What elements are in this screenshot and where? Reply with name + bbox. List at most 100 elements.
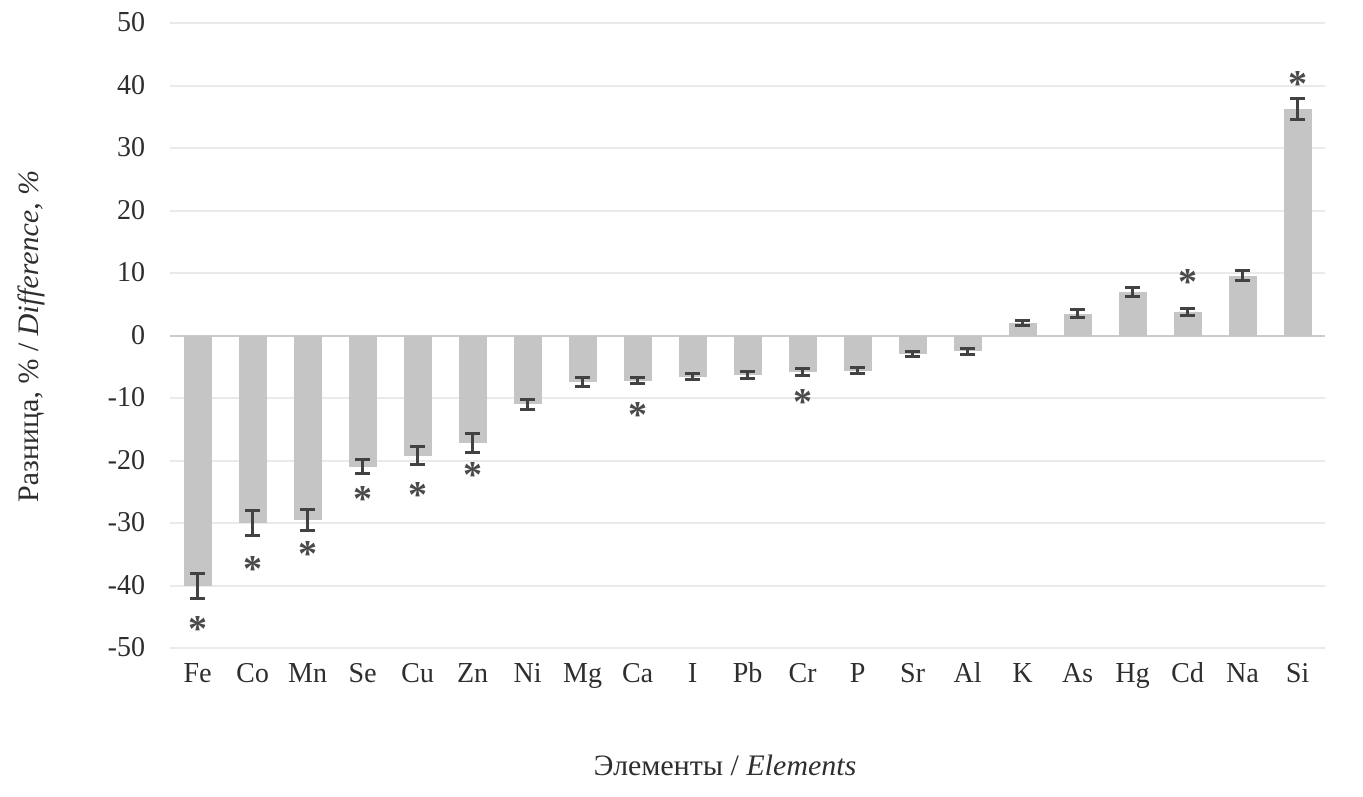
x-tick-label-Co: Co: [236, 658, 269, 689]
bar-Sr: [898, 335, 927, 354]
x-tick-label-Zn: Zn: [456, 658, 489, 689]
bar-Fe: [183, 335, 212, 586]
gridline--50: [170, 647, 1325, 649]
y-tick-label-40: 40: [117, 69, 145, 101]
x-tick-label-Fe: Fe: [183, 658, 212, 689]
error-bar-cap-top-Cr: [795, 366, 810, 370]
error-bar-cap-bottom-Cd: [1180, 314, 1195, 317]
error-bar-Zn: [471, 433, 474, 453]
bar-Se: [348, 335, 377, 467]
error-bar-cap-bottom-Hg: [1125, 294, 1140, 298]
error-bar-cap-top-Se: [355, 458, 370, 462]
x-axis-title-ru: Элементы: [593, 749, 723, 782]
error-bar-cap-bottom-Ni: [520, 407, 535, 411]
error-bar-K: [1021, 320, 1024, 326]
significance-asterisk-Cu: *: [408, 474, 427, 517]
error-bar-Ca: [636, 377, 639, 384]
error-bar-Hg: [1131, 287, 1134, 297]
x-axis-title: Элементы / Elements: [150, 746, 1300, 786]
error-bar-cap-bottom-Se: [355, 472, 370, 476]
error-bar-As: [1076, 309, 1079, 318]
error-bar-cap-top-Sr: [905, 349, 920, 353]
significance-asterisk-Cr: *: [793, 380, 812, 423]
y-tick-label--30: -30: [107, 507, 145, 538]
bar-Cr: [788, 335, 817, 372]
bar-Co: [238, 335, 267, 523]
error-bar-Sr: [911, 351, 914, 357]
error-bar-Cu: [416, 446, 419, 465]
significance-asterisk-Co: *: [243, 548, 262, 590]
x-tick-label-Sr: Sr: [900, 658, 925, 689]
bar-Mn: [293, 335, 322, 520]
gridline--30: [170, 522, 1325, 524]
significance-asterisk-Zn: *: [463, 453, 482, 496]
error-bar-Si: [1296, 98, 1299, 120]
y-tick-label--40: -40: [107, 569, 145, 601]
y-tick-label-0: 0: [131, 319, 145, 351]
bar-P: [843, 335, 872, 371]
x-tick-label-I: I: [687, 658, 698, 689]
error-bar-Ni: [526, 399, 529, 410]
error-bar-Cd: [1186, 308, 1189, 316]
error-bar-cap-bottom-Na: [1235, 279, 1250, 282]
x-tick-label-Mg: Mg: [563, 658, 602, 689]
error-bar-cap-top-I: [685, 372, 700, 376]
x-tick-label-P: P: [849, 658, 866, 689]
x-tick-label-Al: Al: [953, 658, 982, 689]
error-bar-cap-bottom-Mg: [575, 384, 590, 388]
error-bar-Na: [1241, 270, 1244, 281]
significance-asterisk-Mn: *: [298, 533, 317, 575]
x-tick-label-Mn: Mn: [288, 658, 327, 689]
x-tick-label-Cu: Cu: [401, 658, 434, 689]
y-tick-label--20: -20: [107, 444, 145, 476]
error-bar-cap-top-Cd: [1180, 306, 1195, 310]
plot-area: * * * * * * * * * *: [170, 22, 1325, 649]
y-tick-label-10: 10: [117, 257, 145, 288]
error-bar-Mg: [581, 377, 584, 387]
error-bar-Mn: [306, 509, 309, 531]
x-tick-label-Cr: Cr: [788, 658, 817, 689]
error-bar-cap-top-Fe: [190, 571, 205, 575]
error-bar-cap-top-Cu: [410, 445, 425, 449]
gridline--40: [170, 584, 1325, 587]
bar-Pb: [733, 335, 762, 375]
error-bar-cap-top-Zn: [465, 432, 480, 436]
error-bar-cap-bottom-Al: [960, 352, 975, 356]
y-axis-tick-labels: 50 40 30 20 10 0 -10 -20 -30 -40 -50: [45, 8, 145, 663]
bar-Ni: [513, 335, 542, 405]
error-bar-cap-bottom-I: [685, 378, 700, 382]
x-axis-title-separator: /: [723, 749, 747, 782]
error-bar-cap-top-As: [1070, 308, 1085, 312]
error-bar-cap-top-K: [1015, 319, 1030, 322]
bar-Hg: [1118, 291, 1147, 336]
x-tick-label-As: As: [1061, 658, 1094, 689]
error-bar-cap-top-Si: [1290, 96, 1305, 100]
error-bar-cap-top-Ca: [630, 375, 645, 379]
error-bar-cap-bottom-Cr: [795, 374, 810, 377]
x-tick-label-Si: Si: [1285, 658, 1310, 689]
error-bar-Cr: [801, 368, 804, 376]
bar-Cu: [403, 335, 432, 456]
error-bar-Se: [361, 459, 364, 474]
y-axis-title-en: Difference, %: [12, 169, 45, 335]
x-tick-label-Hg: Hg: [1115, 658, 1150, 689]
x-axis-tick-labels: Fe Co Mn Se Cu Zn Ni Mg Ca I Pb Cr P Sr Al K As Hg Cd Na Si: [170, 656, 1325, 698]
error-bar-Al: [966, 348, 969, 355]
error-bar-cap-bottom-Sr: [905, 354, 920, 358]
error-bar-Pb: [746, 371, 749, 378]
gridline-10: [170, 272, 1325, 274]
bar-I: [678, 335, 707, 377]
gridline--10: [170, 397, 1325, 399]
error-bar-cap-bottom-As: [1070, 315, 1085, 319]
y-axis-title-separator: /: [12, 334, 45, 359]
bar-Mg: [568, 335, 597, 382]
x-tick-label-Ca: Ca: [621, 658, 654, 689]
x-tick-label-Ni: Ni: [513, 658, 542, 689]
x-tick-label-Cd: Cd: [1171, 658, 1204, 689]
error-bar-cap-bottom-Co: [245, 534, 260, 537]
gridline--20: [170, 459, 1325, 462]
significance-asterisk-Si: *: [1288, 63, 1307, 105]
x-axis-title-en: Elements: [746, 749, 857, 782]
y-tick-label-50: 50: [117, 7, 145, 38]
